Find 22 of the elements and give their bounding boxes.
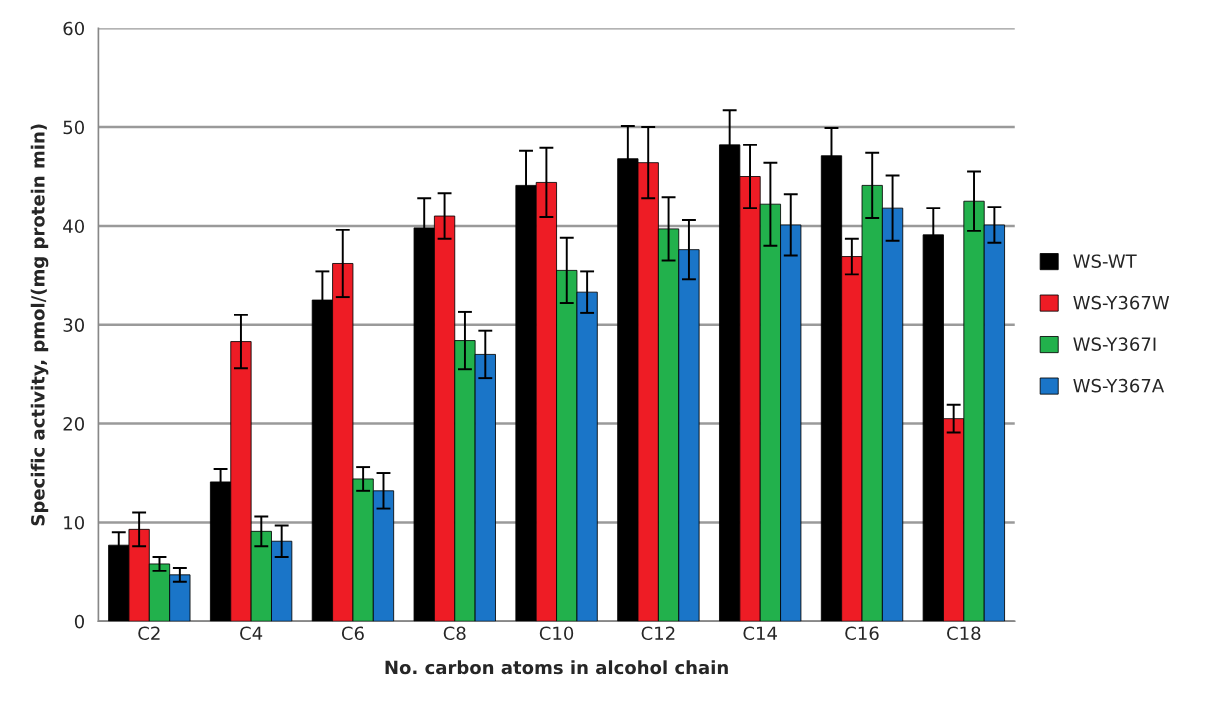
x-tick-label: C2	[138, 626, 160, 641]
y-tick-label: 60	[63, 21, 85, 36]
x-axis-title: No. carbon atoms in alcohol chain	[385, 660, 728, 675]
y-tick-label: 50	[63, 120, 85, 135]
y-tick-label: 10	[64, 515, 85, 530]
x-tick-label: C6	[341, 626, 364, 641]
y-tick-label: 30	[63, 318, 85, 332]
y-tick-label: 40	[63, 219, 85, 234]
y-tick-label: 20	[63, 417, 85, 431]
x-tick-label: C18	[947, 626, 981, 641]
legend-label: WS-Y367A	[1073, 378, 1165, 393]
legend-label: WS-WT	[1073, 254, 1137, 269]
legend-label: WS-Y367W	[1073, 295, 1170, 310]
x-tick-label: C10	[539, 626, 574, 641]
y-tick-label: 0	[74, 614, 85, 629]
y-axis-title: Specific activity, pmol/(mg protein min)	[30, 124, 49, 526]
x-tick-label: C16	[845, 626, 879, 641]
x-tick-label: C12	[641, 626, 675, 641]
x-tick-label: C4	[240, 626, 263, 641]
legend-label: WS-Y367I	[1073, 337, 1156, 352]
x-tick-label: C8	[443, 626, 466, 641]
x-tick-label: C14	[743, 626, 777, 641]
